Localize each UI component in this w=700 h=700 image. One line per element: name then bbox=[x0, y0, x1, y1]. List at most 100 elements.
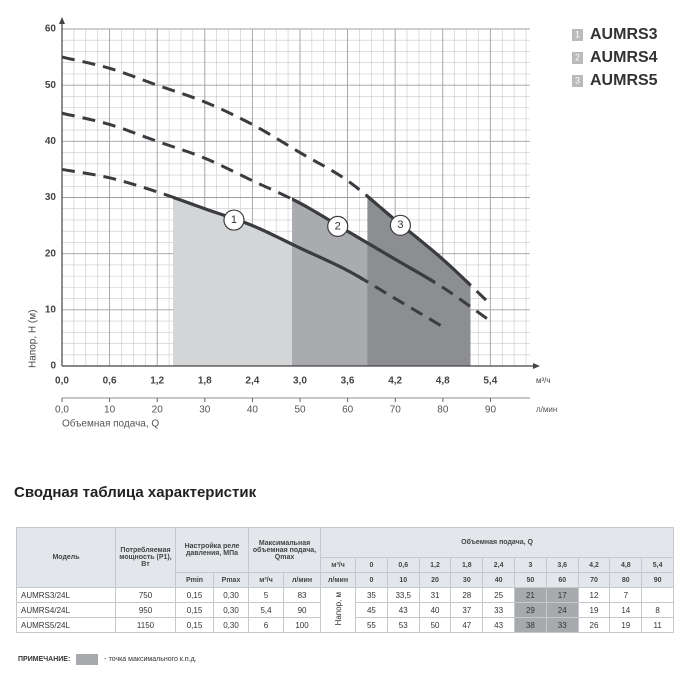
x2-tick-label: 40 bbox=[247, 405, 259, 416]
table-cell: 24 bbox=[545, 602, 579, 618]
x-tick-label: 3,6 bbox=[341, 376, 355, 387]
table-cell: Настройка реле давления, МПа bbox=[174, 527, 250, 573]
x2-tick-label: 80 bbox=[437, 405, 449, 416]
table-cell: 4,2 bbox=[577, 557, 611, 573]
table-row: AUMRS5/24L 1150 0,15 0,30 6 100 55 53 50 47 43 38 33… bbox=[16, 617, 675, 633]
table: Модель Потребляемая мощность (P1), Вт Наст… bbox=[16, 527, 675, 633]
table-cell: 28 bbox=[450, 587, 484, 603]
x-arrow bbox=[533, 363, 540, 369]
table-cell: 20 bbox=[418, 572, 452, 588]
curve-dashed bbox=[61, 111, 492, 323]
table-cell: Pmin bbox=[175, 572, 214, 588]
table-cell: 7 bbox=[609, 587, 643, 603]
y-label: Напор, Н (м) bbox=[28, 310, 39, 368]
table-cell: 3,6 bbox=[545, 557, 579, 573]
note-text: - точка максимального к.п.д. bbox=[104, 656, 197, 663]
table-cell: 45 bbox=[355, 602, 388, 618]
curve-marker bbox=[389, 214, 411, 236]
table-cell: 43 bbox=[386, 602, 420, 618]
x2-unit: л/мин bbox=[536, 405, 557, 414]
table-cell: 31 bbox=[418, 587, 452, 603]
table-cell: Потребляемая мощность (P1), Вт bbox=[115, 527, 176, 588]
table-cell: 5 bbox=[248, 587, 285, 603]
table-cell: 0,15 bbox=[175, 587, 214, 603]
table-cell: 0,30 bbox=[212, 617, 250, 633]
x-tick-label: 4,8 bbox=[436, 376, 450, 387]
table-cell: 50 bbox=[514, 572, 547, 588]
table-cell: м³/ч bbox=[320, 557, 357, 573]
table-cell: 4,8 bbox=[609, 557, 643, 573]
table-cell: 5,4 bbox=[248, 602, 285, 618]
table-cell: 1,2 bbox=[418, 557, 452, 573]
x2-tick-label: 0,0 bbox=[55, 405, 69, 416]
curve-solid bbox=[367, 194, 471, 288]
table-cell bbox=[641, 587, 675, 603]
table-cell: 0 bbox=[355, 572, 388, 588]
table-cell: 8 bbox=[641, 602, 675, 618]
table-cell: л/мин bbox=[283, 572, 322, 588]
table-cell: 19 bbox=[609, 617, 643, 633]
x2-tick-label: 20 bbox=[152, 405, 164, 416]
curve-marker bbox=[327, 215, 349, 237]
legend-swatch bbox=[572, 75, 583, 87]
legend-marker: 1 bbox=[575, 29, 580, 39]
table-cell: 30 bbox=[450, 572, 484, 588]
curve-solid bbox=[173, 195, 364, 282]
legend-label: AUMRS3 bbox=[590, 26, 658, 43]
x2-tick-label: 90 bbox=[485, 405, 497, 416]
table-cell: 11 bbox=[641, 617, 675, 633]
table-cell: 90 bbox=[641, 572, 675, 588]
x2-tick-label: 60 bbox=[342, 405, 354, 416]
legend-label: AUMRS4 bbox=[590, 49, 658, 66]
y-tick-label: 0 bbox=[50, 361, 56, 372]
table-cell: 0,15 bbox=[175, 602, 214, 618]
table-cell: 5,4 bbox=[641, 557, 675, 573]
table-cell: 33 bbox=[545, 617, 579, 633]
table-cell: 10 bbox=[386, 572, 420, 588]
table-cell: 53 bbox=[386, 617, 420, 633]
y-tick-label: 60 bbox=[45, 24, 57, 35]
table-cell: AUMRS4/24L bbox=[16, 602, 116, 618]
table-cell: 40 bbox=[418, 602, 452, 618]
x-tick-label: 0,0 bbox=[55, 376, 69, 387]
table-cell: 19 bbox=[577, 602, 611, 618]
table-cell: м³/ч bbox=[248, 572, 285, 588]
table-cell: 17 bbox=[545, 587, 579, 603]
table-cell: AUMRS3/24L bbox=[16, 587, 116, 603]
y-tick-label: 30 bbox=[45, 192, 57, 203]
x-tick-label: 2,4 bbox=[245, 376, 259, 387]
x2-tick-label: 30 bbox=[199, 405, 211, 416]
table-cell: 47 bbox=[450, 617, 484, 633]
table-cell: 21 bbox=[514, 587, 547, 603]
x2-tick-label: 10 bbox=[104, 405, 116, 416]
table-cell: 60 bbox=[545, 572, 579, 588]
x2-tick-label: 70 bbox=[390, 405, 402, 416]
curve-marker bbox=[223, 209, 245, 231]
table-cell: 37 bbox=[450, 602, 484, 618]
table-cell: 0,30 bbox=[212, 602, 250, 618]
table-cell: 12 bbox=[577, 587, 611, 603]
x-unit: м³/ч bbox=[536, 376, 551, 385]
table-cell: Максимальная объемная подача, Qmax bbox=[248, 527, 322, 573]
x-label: Объемная подача, Q bbox=[62, 418, 159, 430]
table-cell: 2,4 bbox=[482, 557, 516, 573]
x-tick-label: 3,0 bbox=[293, 376, 307, 387]
table-cell: 29 bbox=[514, 602, 547, 618]
table-cell: 25 bbox=[482, 587, 516, 603]
table-cell: 0,30 bbox=[212, 587, 250, 603]
table-row: AUMRS3/24L 750 0,15 0,30 5 83 Напор, м 35 33,5 31… bbox=[16, 587, 675, 633]
table-cell: 100 bbox=[283, 617, 322, 633]
table-cell: 33,5 bbox=[386, 587, 420, 603]
table-cell: Pmax bbox=[212, 572, 250, 588]
table-row: Модель Потребляемая мощность (P1), Вт Наст… bbox=[16, 527, 675, 588]
legend-marker: 2 bbox=[575, 52, 580, 62]
table-cell: 0,6 bbox=[386, 557, 420, 573]
table-cell: 6 bbox=[248, 617, 285, 633]
table-cell: 80 bbox=[609, 572, 643, 588]
table-cell: AUMRS5/24L bbox=[16, 617, 116, 633]
curve-marker-label: 2 bbox=[335, 220, 341, 232]
x-tick-label: 5,4 bbox=[483, 376, 497, 387]
table-row: AUMRS4/24L 950 0,15 0,30 5,4 90 45 43 40 37 33 29 24… bbox=[16, 602, 675, 618]
